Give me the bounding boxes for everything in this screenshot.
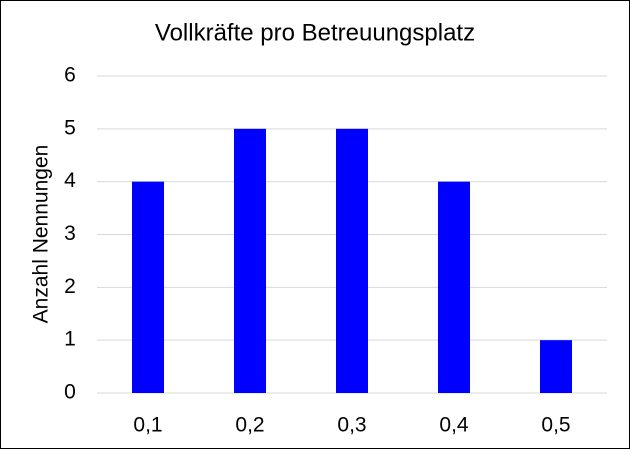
bar xyxy=(132,181,164,393)
x-tick-label: 0,5 xyxy=(541,414,570,437)
y-tick-label: 3 xyxy=(64,222,76,245)
y-tick-label: 0 xyxy=(64,381,76,404)
y-tick-label: 1 xyxy=(64,328,76,351)
bar xyxy=(234,128,266,394)
bar xyxy=(540,340,572,393)
chart-title: Vollkräfte pro Betreuungsplatz xyxy=(155,19,475,46)
bar xyxy=(438,181,470,393)
y-tick-label: 6 xyxy=(64,64,76,87)
x-tick-label: 0,2 xyxy=(235,414,264,437)
x-tick-label: 0,3 xyxy=(337,414,366,437)
y-axis-label: Anzahl Nennungen xyxy=(30,145,53,324)
bar xyxy=(336,128,368,394)
x-tick-label: 0,4 xyxy=(439,414,469,437)
y-tick-label: 4 xyxy=(64,169,76,192)
y-tick-label: 5 xyxy=(64,116,76,139)
x-tick-label: 0,1 xyxy=(133,414,162,437)
y-tick-label: 2 xyxy=(64,275,76,298)
